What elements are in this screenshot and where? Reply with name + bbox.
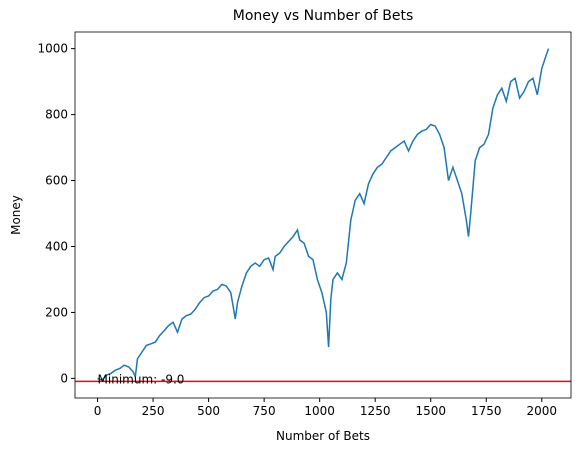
x-tick-label: 1750 — [471, 404, 502, 418]
x-tick-label: 1250 — [360, 404, 391, 418]
plot-frame — [74, 31, 572, 399]
y-tick-label: 800 — [45, 108, 68, 122]
y-tick-label: 1000 — [37, 42, 68, 56]
y-tick-label: 400 — [45, 239, 68, 253]
y-tick-label: 0 — [60, 371, 68, 385]
x-tick-label: 2000 — [527, 404, 558, 418]
data-line — [97, 48, 550, 381]
x-tick-label: 1500 — [415, 404, 446, 418]
y-tick-label: 200 — [45, 305, 68, 319]
x-tick-label: 0 — [94, 404, 102, 418]
x-tick-label: 750 — [253, 404, 276, 418]
x-tick-label: 1000 — [304, 404, 335, 418]
x-tick-label: 500 — [197, 404, 220, 418]
x-axis-label: Number of Bets — [276, 429, 370, 443]
x-tick-label: 250 — [142, 404, 165, 418]
y-tick-label: 600 — [45, 174, 68, 188]
annotation: Minimum: -9.0 — [98, 372, 185, 386]
y-axis-label: Money — [9, 195, 23, 235]
chart-title: Money vs Number of Bets — [233, 8, 414, 24]
